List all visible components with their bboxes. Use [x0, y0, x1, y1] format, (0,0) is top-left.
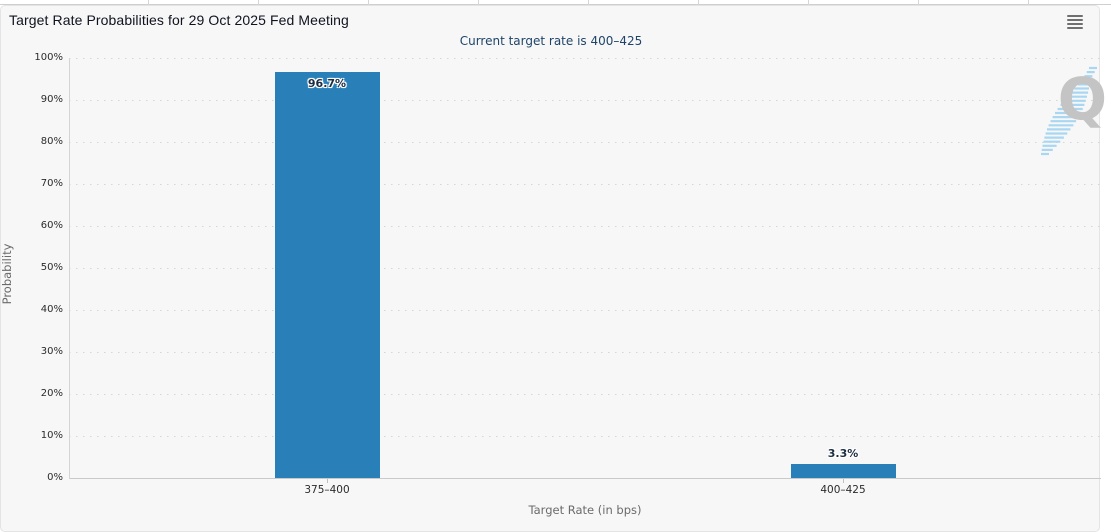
x-tick-mark	[327, 479, 328, 483]
y-tick-label: 60%	[40, 220, 63, 231]
table-column-separator	[258, 0, 259, 5]
x-axis-line	[69, 478, 1101, 479]
y-gridline	[69, 226, 1101, 227]
watermark-logo: Q	[1035, 62, 1111, 158]
y-gridline	[69, 100, 1101, 101]
table-column-separator	[1028, 0, 1029, 5]
y-gridline	[69, 184, 1101, 185]
watermark-q-letter: Q	[1057, 65, 1107, 133]
y-tick-label: 90%	[40, 94, 63, 105]
table-column-separator	[148, 0, 149, 5]
y-gridline	[69, 58, 1101, 59]
chart-context-menu-button[interactable]	[1065, 13, 1087, 31]
y-gridline	[69, 142, 1101, 143]
hamburger-icon-bar	[1067, 15, 1083, 17]
table-column-separator	[588, 0, 589, 5]
hamburger-icon-bar	[1067, 27, 1083, 29]
hamburger-icon-bar	[1067, 19, 1083, 21]
y-tick-label: 10%	[40, 430, 63, 441]
chart-subtitle: Current target rate is 400–425	[459, 34, 643, 48]
chart-title: Target Rate Probabilities for 29 Oct 202…	[9, 12, 349, 28]
x-axis-title: Target Rate (in bps)	[528, 503, 642, 517]
y-tick-label: 50%	[40, 262, 63, 273]
y-gridline	[69, 352, 1101, 353]
probability-bar[interactable]	[790, 464, 896, 478]
probability-bar[interactable]	[274, 71, 380, 478]
y-tick-label: 0%	[47, 472, 63, 483]
table-column-separator	[478, 0, 479, 5]
y-gridline	[69, 310, 1101, 311]
y-gridline	[69, 268, 1101, 269]
table-bottom-edge	[0, 0, 1111, 5]
y-gridline	[69, 394, 1101, 395]
y-tick-label: 70%	[40, 178, 63, 189]
table-column-separator	[698, 0, 699, 5]
bar-value-label: 3.3%	[827, 447, 859, 461]
hamburger-icon-bar	[1067, 23, 1083, 25]
x-tick-label: 375–400	[304, 484, 350, 496]
x-tick-mark	[843, 479, 844, 483]
y-tick-label: 30%	[40, 346, 63, 357]
y-axis-line	[69, 58, 70, 479]
y-tick-label: 100%	[34, 52, 63, 63]
y-axis-title: Probability	[0, 243, 14, 305]
y-gridline	[69, 436, 1101, 437]
table-column-separator	[918, 0, 919, 5]
y-tick-label: 80%	[40, 136, 63, 147]
y-tick-label: 40%	[40, 304, 63, 315]
chart-panel: Target Rate Probabilities for 29 Oct 202…	[0, 5, 1107, 532]
x-tick-label: 400–425	[820, 484, 866, 496]
table-column-separator	[808, 0, 809, 5]
bar-value-label: 96.7%	[307, 76, 347, 90]
table-column-separator	[368, 0, 369, 5]
watermark-swoosh-icon	[1041, 66, 1097, 156]
y-tick-label: 20%	[40, 388, 63, 399]
